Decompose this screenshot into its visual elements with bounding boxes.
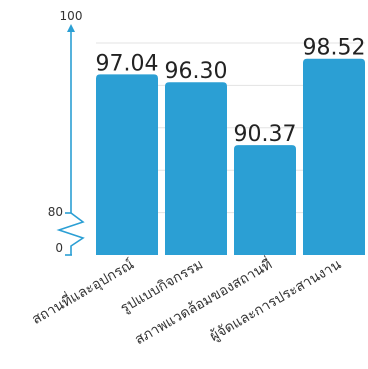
y-axis: 100 80 0	[48, 9, 85, 256]
value-label: 97.04	[96, 51, 159, 76]
y-tick-label-80: 80	[48, 205, 63, 219]
bar	[96, 74, 158, 255]
bar	[234, 145, 296, 255]
y-tick-label-0: 0	[55, 241, 63, 255]
value-label: 90.37	[234, 122, 297, 147]
category-labels: สถานที่และอุปกรณ์รูปแบบกิจกรรมสภาพแวดล้อ…	[28, 255, 344, 348]
value-labels: 97.04 96.30 90.37 98.52	[96, 36, 366, 147]
bar	[165, 82, 227, 255]
y-tick-label-100: 100	[60, 9, 83, 23]
axis-break-icon	[56, 212, 85, 255]
bars	[96, 58, 365, 255]
bar	[303, 58, 365, 255]
value-label: 98.52	[303, 36, 366, 61]
category-label: สถานที่และอุปกรณ์	[28, 255, 137, 328]
y-axis-arrow-icon	[67, 24, 75, 32]
value-label: 96.30	[165, 59, 228, 84]
category-label: ผู้จัดและการประสานงาน	[207, 256, 344, 344]
